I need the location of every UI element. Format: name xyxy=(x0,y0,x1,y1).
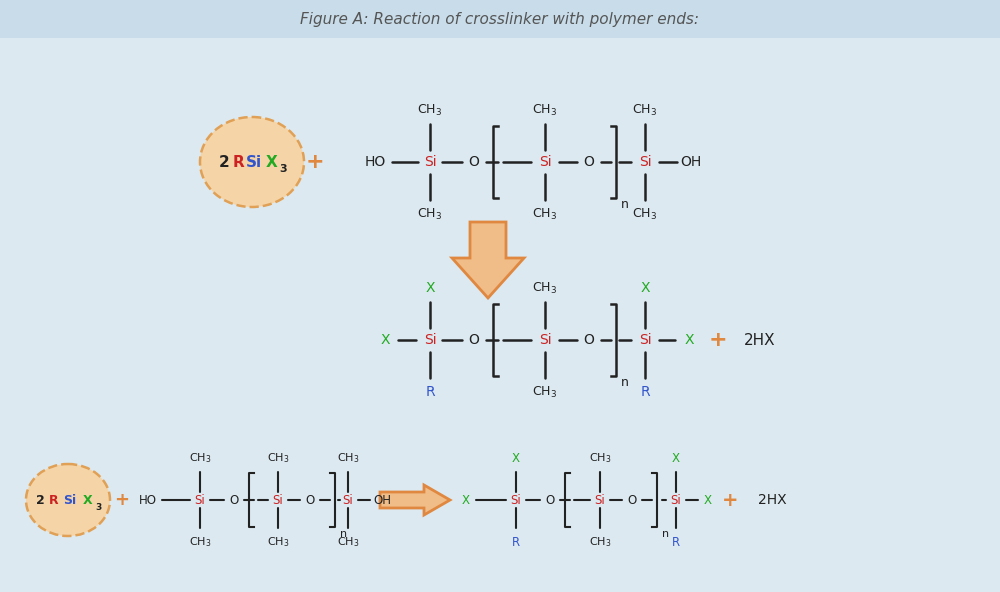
Text: CH$_3$: CH$_3$ xyxy=(532,384,558,400)
Text: R: R xyxy=(232,155,244,169)
Text: Si: Si xyxy=(671,494,681,507)
Text: 2: 2 xyxy=(36,494,44,507)
Text: Si: Si xyxy=(246,155,262,169)
Text: n: n xyxy=(621,198,629,211)
Text: CH$_3$: CH$_3$ xyxy=(189,451,211,465)
Text: Si: Si xyxy=(424,333,436,347)
Text: +: + xyxy=(722,491,738,510)
Text: X: X xyxy=(425,281,435,295)
Text: CH$_3$: CH$_3$ xyxy=(532,207,558,221)
Text: 3: 3 xyxy=(96,503,102,511)
Text: 3: 3 xyxy=(279,164,287,174)
Text: 2HX: 2HX xyxy=(744,333,776,348)
Text: O: O xyxy=(305,494,315,507)
Text: Si: Si xyxy=(539,155,551,169)
Polygon shape xyxy=(380,485,450,515)
Text: n: n xyxy=(621,375,629,388)
Text: Si: Si xyxy=(595,494,605,507)
Text: X: X xyxy=(684,333,694,347)
Text: CH$_3$: CH$_3$ xyxy=(189,535,211,549)
Text: R: R xyxy=(425,385,435,399)
Text: Si: Si xyxy=(63,494,77,507)
Text: Si: Si xyxy=(539,333,551,347)
Text: CH$_3$: CH$_3$ xyxy=(267,535,289,549)
Text: CH$_3$: CH$_3$ xyxy=(267,451,289,465)
Text: O: O xyxy=(229,494,239,507)
Text: O: O xyxy=(545,494,555,507)
Text: +: + xyxy=(306,152,324,172)
Text: CH$_3$: CH$_3$ xyxy=(589,535,611,549)
Ellipse shape xyxy=(26,464,110,536)
Text: Si: Si xyxy=(639,333,651,347)
Text: X: X xyxy=(672,452,680,465)
Text: X: X xyxy=(380,333,390,347)
Text: X: X xyxy=(704,494,712,507)
Text: O: O xyxy=(584,333,594,347)
Polygon shape xyxy=(452,222,524,298)
Text: CH$_3$: CH$_3$ xyxy=(417,102,443,118)
Text: CH$_3$: CH$_3$ xyxy=(532,102,558,118)
Text: X: X xyxy=(640,281,650,295)
Text: R: R xyxy=(640,385,650,399)
Text: CH$_3$: CH$_3$ xyxy=(632,207,658,221)
Text: n: n xyxy=(340,529,348,539)
Text: O: O xyxy=(469,333,479,347)
Ellipse shape xyxy=(200,117,304,207)
Text: CH$_3$: CH$_3$ xyxy=(417,207,443,221)
Text: 2: 2 xyxy=(219,155,229,169)
Text: CH$_3$: CH$_3$ xyxy=(632,102,658,118)
Text: Si: Si xyxy=(424,155,436,169)
Text: 2HX: 2HX xyxy=(758,493,786,507)
Text: Si: Si xyxy=(511,494,521,507)
Text: HO: HO xyxy=(139,494,157,507)
Text: R: R xyxy=(49,494,59,507)
Text: R: R xyxy=(512,536,520,549)
Text: CH$_3$: CH$_3$ xyxy=(532,281,558,295)
Text: X: X xyxy=(462,494,470,507)
Text: CH$_3$: CH$_3$ xyxy=(337,535,359,549)
Text: +: + xyxy=(709,330,727,350)
Text: CH$_3$: CH$_3$ xyxy=(337,451,359,465)
Text: Si: Si xyxy=(195,494,205,507)
Text: Figure A: Reaction of crosslinker with polymer ends:: Figure A: Reaction of crosslinker with p… xyxy=(300,11,700,27)
Text: O: O xyxy=(469,155,479,169)
Text: X: X xyxy=(83,494,93,507)
Text: X: X xyxy=(512,452,520,465)
Text: n: n xyxy=(662,529,670,539)
Text: R: R xyxy=(672,536,680,549)
Text: X: X xyxy=(266,155,278,169)
Text: CH$_3$: CH$_3$ xyxy=(589,451,611,465)
Text: +: + xyxy=(114,491,130,509)
Text: HO: HO xyxy=(364,155,386,169)
Text: Si: Si xyxy=(343,494,353,507)
FancyBboxPatch shape xyxy=(0,0,1000,38)
Text: OH: OH xyxy=(680,155,702,169)
Text: O: O xyxy=(627,494,637,507)
Text: Si: Si xyxy=(273,494,283,507)
Text: OH: OH xyxy=(373,494,391,507)
Text: O: O xyxy=(584,155,594,169)
Text: Si: Si xyxy=(639,155,651,169)
